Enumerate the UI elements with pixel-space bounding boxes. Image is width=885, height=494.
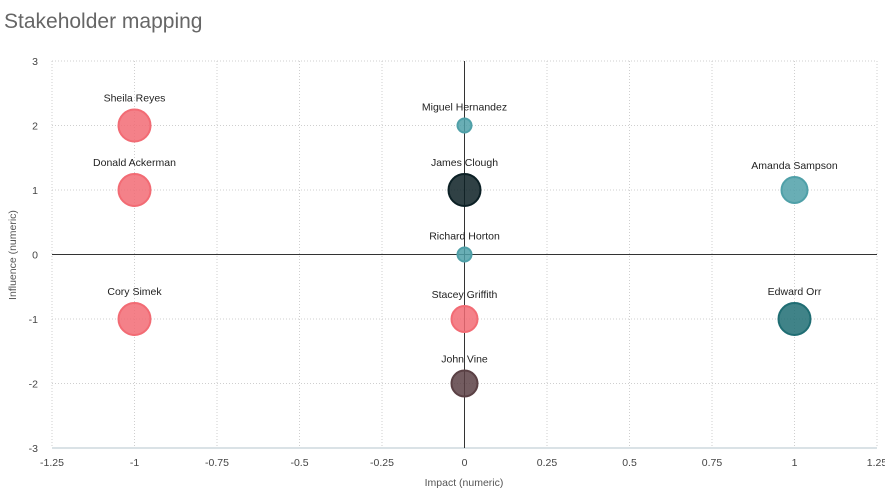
point-label: James Clough — [431, 157, 498, 169]
data-point — [447, 173, 482, 207]
data-point — [450, 369, 479, 398]
data-point — [780, 176, 809, 204]
data-point — [777, 302, 812, 336]
data-point — [117, 302, 152, 336]
x-tick-label: -1 — [130, 457, 139, 469]
tick-labels: -1.25 -1 -0.75 -0.5 -0.25 0 0.25 0.5 0.75 1 1.25 3 2… — [29, 56, 885, 469]
x-tick-label: -0.25 — [370, 457, 394, 469]
x-tick-label: 0.75 — [702, 457, 723, 469]
data-point — [456, 246, 473, 263]
point-labels: Sheila Reyes Donald Ackerman Cory Simek Mig… — [93, 93, 838, 366]
chart-title: Stakeholder mapping — [4, 10, 203, 33]
data-point — [117, 173, 152, 207]
x-tick-label: -0.75 — [205, 457, 229, 469]
x-axis-label: Impact (numeric) — [425, 477, 504, 489]
data-points — [117, 108, 812, 398]
y-tick-label: -2 — [29, 379, 38, 391]
point-label: Stacey Griffith — [432, 289, 498, 301]
y-axis-label: Influence (numeric) — [7, 210, 19, 300]
y-tick-label: -1 — [29, 314, 38, 326]
x-tick-label: -0.5 — [290, 457, 308, 469]
point-label: Sheila Reyes — [104, 93, 166, 105]
data-point — [450, 305, 479, 333]
data-point — [456, 117, 473, 134]
x-tick-label: 1.25 — [867, 457, 885, 469]
x-tick-label: 0 — [462, 457, 468, 469]
y-tick-label: 0 — [32, 250, 38, 262]
y-tick-label: -3 — [29, 443, 38, 455]
y-tick-label: 2 — [32, 121, 38, 133]
x-tick-label: 0.5 — [622, 457, 637, 469]
y-tick-label: 3 — [32, 56, 38, 68]
point-label: John Vine — [441, 354, 488, 366]
point-label: Edward Orr — [768, 286, 822, 298]
y-tick-label: 1 — [32, 185, 38, 197]
point-label: Miguel Hernandez — [422, 102, 507, 114]
point-label: Cory Simek — [107, 286, 162, 298]
point-label: Amanda Sampson — [751, 160, 838, 172]
data-point — [117, 108, 152, 143]
x-tick-label: -1.25 — [40, 457, 64, 469]
point-label: Richard Horton — [429, 231, 500, 243]
point-label: Donald Ackerman — [93, 157, 176, 169]
x-tick-label: 1 — [792, 457, 798, 469]
x-tick-label: 0.25 — [537, 457, 558, 469]
